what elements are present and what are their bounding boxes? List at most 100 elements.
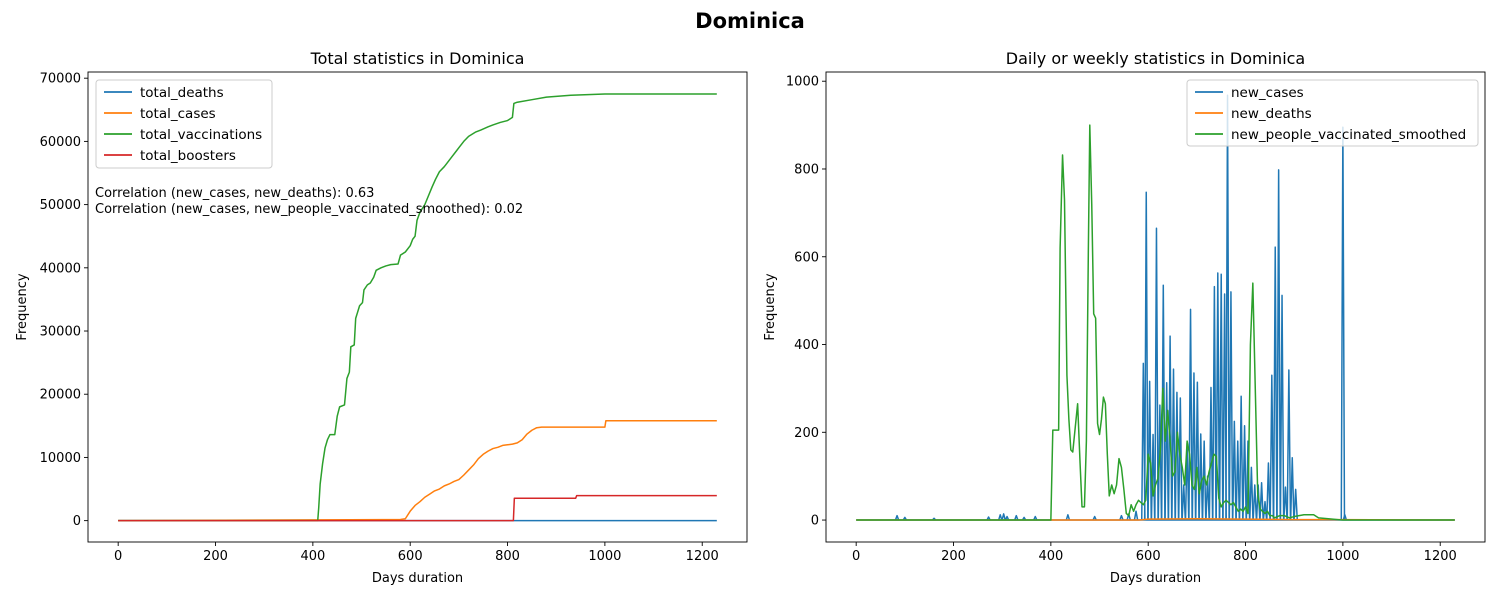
x-tick-label: 1000 <box>1326 549 1359 564</box>
axes-frame <box>825 71 1486 543</box>
data-spike <box>1174 391 1180 521</box>
y-tick-label: 40000 <box>40 261 81 276</box>
data-spike <box>1143 191 1149 521</box>
chart-title: Total statistics in Dominica <box>310 49 525 68</box>
data-spike <box>1001 513 1006 521</box>
data-spike <box>1133 510 1139 521</box>
data-spike <box>1269 374 1275 521</box>
legend-label: new_deaths <box>1231 106 1312 122</box>
correlation-annotation: Correlation (new_cases, new_deaths): 0.6… <box>95 186 374 201</box>
data-spike <box>1195 381 1200 521</box>
plot-area <box>118 93 717 522</box>
data-spike <box>1092 515 1097 521</box>
data-spike <box>1232 420 1237 521</box>
data-spike <box>1013 514 1019 521</box>
y-tick-label: 50000 <box>40 198 81 213</box>
data-spike <box>1238 395 1244 521</box>
x-tick-label: 200 <box>941 549 966 564</box>
data-spike <box>1342 514 1348 521</box>
panel-total-statistics: Total statistics in Dominica 0 200 400 600 80… <box>15 49 748 586</box>
x-tick-label: 800 <box>1233 549 1258 564</box>
y-axis-label: Frequency <box>763 273 778 340</box>
data-spike <box>1021 516 1027 521</box>
y-tick-label: 10000 <box>40 451 81 466</box>
series-new-cases <box>856 94 1455 521</box>
x-tick-label: 400 <box>300 549 325 564</box>
data-spike <box>1004 515 1010 521</box>
legend-item-new-people-vaccinated-smoothed: new_people_vaccinated_smoothed <box>1195 127 1466 143</box>
x-tick-label: 600 <box>1136 549 1161 564</box>
legend-label: new_people_vaccinated_smoothed <box>1231 127 1466 143</box>
data-spike <box>1177 397 1183 521</box>
data-spike <box>894 514 900 521</box>
data-spike <box>1286 369 1292 521</box>
data-spike <box>1218 273 1224 521</box>
y-tick-label: 0 <box>73 514 81 529</box>
legend-item-total-deaths: total_deaths <box>104 85 224 101</box>
series-total-cases <box>118 420 717 522</box>
y-tick-label: 1000 <box>786 75 819 90</box>
data-spike <box>1198 433 1204 521</box>
data-spike <box>1340 126 1346 521</box>
legend-frame <box>1186 79 1479 147</box>
plot-area <box>856 94 1455 521</box>
data-spike <box>1171 368 1176 521</box>
data-spike <box>1266 462 1271 521</box>
legend-label: total_cases <box>140 106 216 122</box>
legend-item-total-vaccinations: total_vaccinations <box>104 127 262 143</box>
y-tick-label: 600 <box>794 250 819 265</box>
data-spike <box>1252 484 1258 521</box>
x-axis-label: Days duration <box>372 571 463 586</box>
y-tick-label: 200 <box>794 426 819 441</box>
x-tick-label: 0 <box>114 549 122 564</box>
y-tick-label: 30000 <box>40 325 81 340</box>
legend-item-new-deaths: new_deaths <box>1195 106 1312 122</box>
data-spike <box>1245 440 1251 521</box>
data-spike <box>1259 482 1264 521</box>
data-spike <box>1293 488 1299 521</box>
data-spike <box>1228 291 1234 521</box>
data-spike <box>1249 466 1254 521</box>
data-spike <box>902 516 908 521</box>
data-spike <box>1242 424 1247 521</box>
x-tick-label: 1200 <box>686 549 719 564</box>
data-spike <box>1119 514 1124 521</box>
y-tick-label: 20000 <box>40 388 81 403</box>
x-axis-label: Days duration <box>1110 571 1201 586</box>
x-tick-label: 200 <box>203 549 228 564</box>
series-new-people-vaccinated-smoothed <box>856 124 1455 521</box>
legend-item-new-cases: new_cases <box>1195 85 1304 101</box>
legend-frame <box>95 79 273 169</box>
data-spike <box>1208 386 1214 521</box>
x-tick-label: 400 <box>1038 549 1063 564</box>
data-spike <box>1262 500 1268 521</box>
correlation-annotation: Correlation (new_cases, new_people_vacci… <box>95 202 523 217</box>
legend-label: total_boosters <box>140 148 236 164</box>
y-axis-label: Frequency <box>15 273 30 340</box>
data-spike <box>1225 94 1230 521</box>
x-tick-label: 1200 <box>1424 549 1457 564</box>
data-spike <box>1157 404 1163 521</box>
axes-frame <box>87 71 748 543</box>
data-spike <box>1201 440 1207 521</box>
figure-title: Dominica <box>695 9 805 33</box>
data-spike <box>1283 486 1288 521</box>
panel-daily-statistics: Daily or weekly statistics in Dominica 0 2… <box>763 49 1486 586</box>
series-total-boosters <box>118 494 717 522</box>
data-spike <box>1276 169 1281 521</box>
data-spike <box>986 516 991 521</box>
x-tick-label: 600 <box>398 549 423 564</box>
chart-title: Daily or weekly statistics in Dominica <box>1006 49 1305 68</box>
x-tick-label: 1000 <box>588 549 621 564</box>
legend-label: total_vaccinations <box>140 127 262 143</box>
data-spike <box>1235 440 1241 521</box>
y-tick-label: 800 <box>794 162 819 177</box>
legend-item-total-cases: total_cases <box>104 106 216 122</box>
data-spike <box>1181 484 1187 521</box>
legend: total_deaths total_cases total_vaccination… <box>95 79 273 169</box>
y-tick-label: 400 <box>794 338 819 353</box>
x-tick-label: 0 <box>852 549 860 564</box>
y-tick-label: 60000 <box>40 135 81 150</box>
